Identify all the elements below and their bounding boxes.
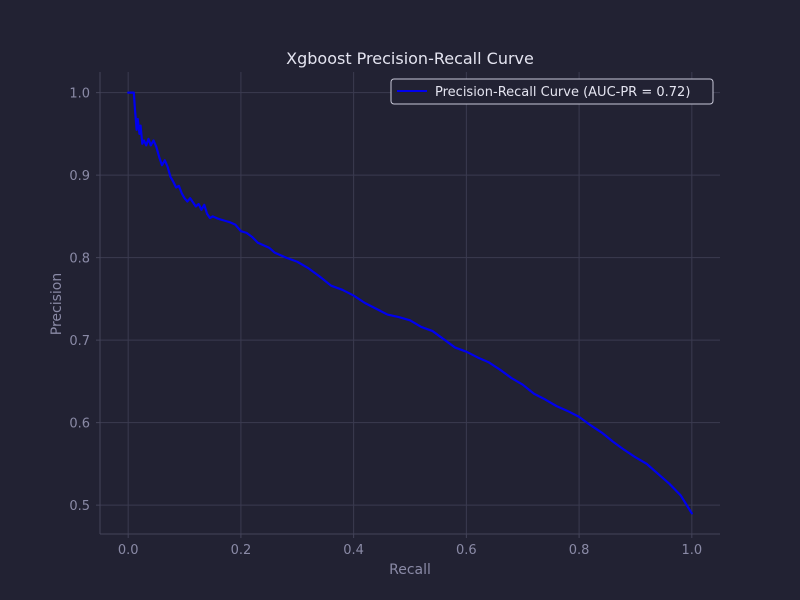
x-tick-label: 0.0: [118, 543, 139, 558]
x-axis-label: Recall: [389, 562, 431, 578]
series-line: [127, 91, 693, 515]
x-tick-label: 1.0: [681, 543, 702, 558]
x-tick-label: 0.4: [343, 543, 364, 558]
legend-label: Precision-Recall Curve (AUC-PR = 0.72): [435, 85, 690, 100]
y-tick-label: 0.5: [69, 499, 90, 514]
y-axis-label: Precision: [49, 273, 65, 335]
axes-spines: [99, 72, 720, 535]
x-tick-label: 0.8: [569, 543, 590, 558]
ticks: 0.0 0.2 0.4 0.6 0.8 1.0 0.5 0.6 0.7 0.8 0.9 1.0: [69, 87, 702, 558]
y-tick-label: 0.8: [69, 252, 90, 267]
plot-area: [100, 72, 720, 534]
series-layer: [127, 91, 693, 515]
x-tick-label: 0.2: [231, 543, 252, 558]
y-tick-label: 0.9: [69, 169, 90, 184]
y-tick-label: 0.6: [69, 417, 90, 432]
y-tick-label: 0.7: [69, 334, 90, 349]
legend: Precision-Recall Curve (AUC-PR = 0.72): [390, 78, 714, 105]
chart-title: Xgboost Precision-Recall Curve: [286, 49, 534, 68]
y-tick-label: 1.0: [69, 87, 90, 102]
legend-box: [390, 78, 714, 105]
grid: [100, 72, 720, 534]
x-tick-label: 0.6: [456, 543, 477, 558]
